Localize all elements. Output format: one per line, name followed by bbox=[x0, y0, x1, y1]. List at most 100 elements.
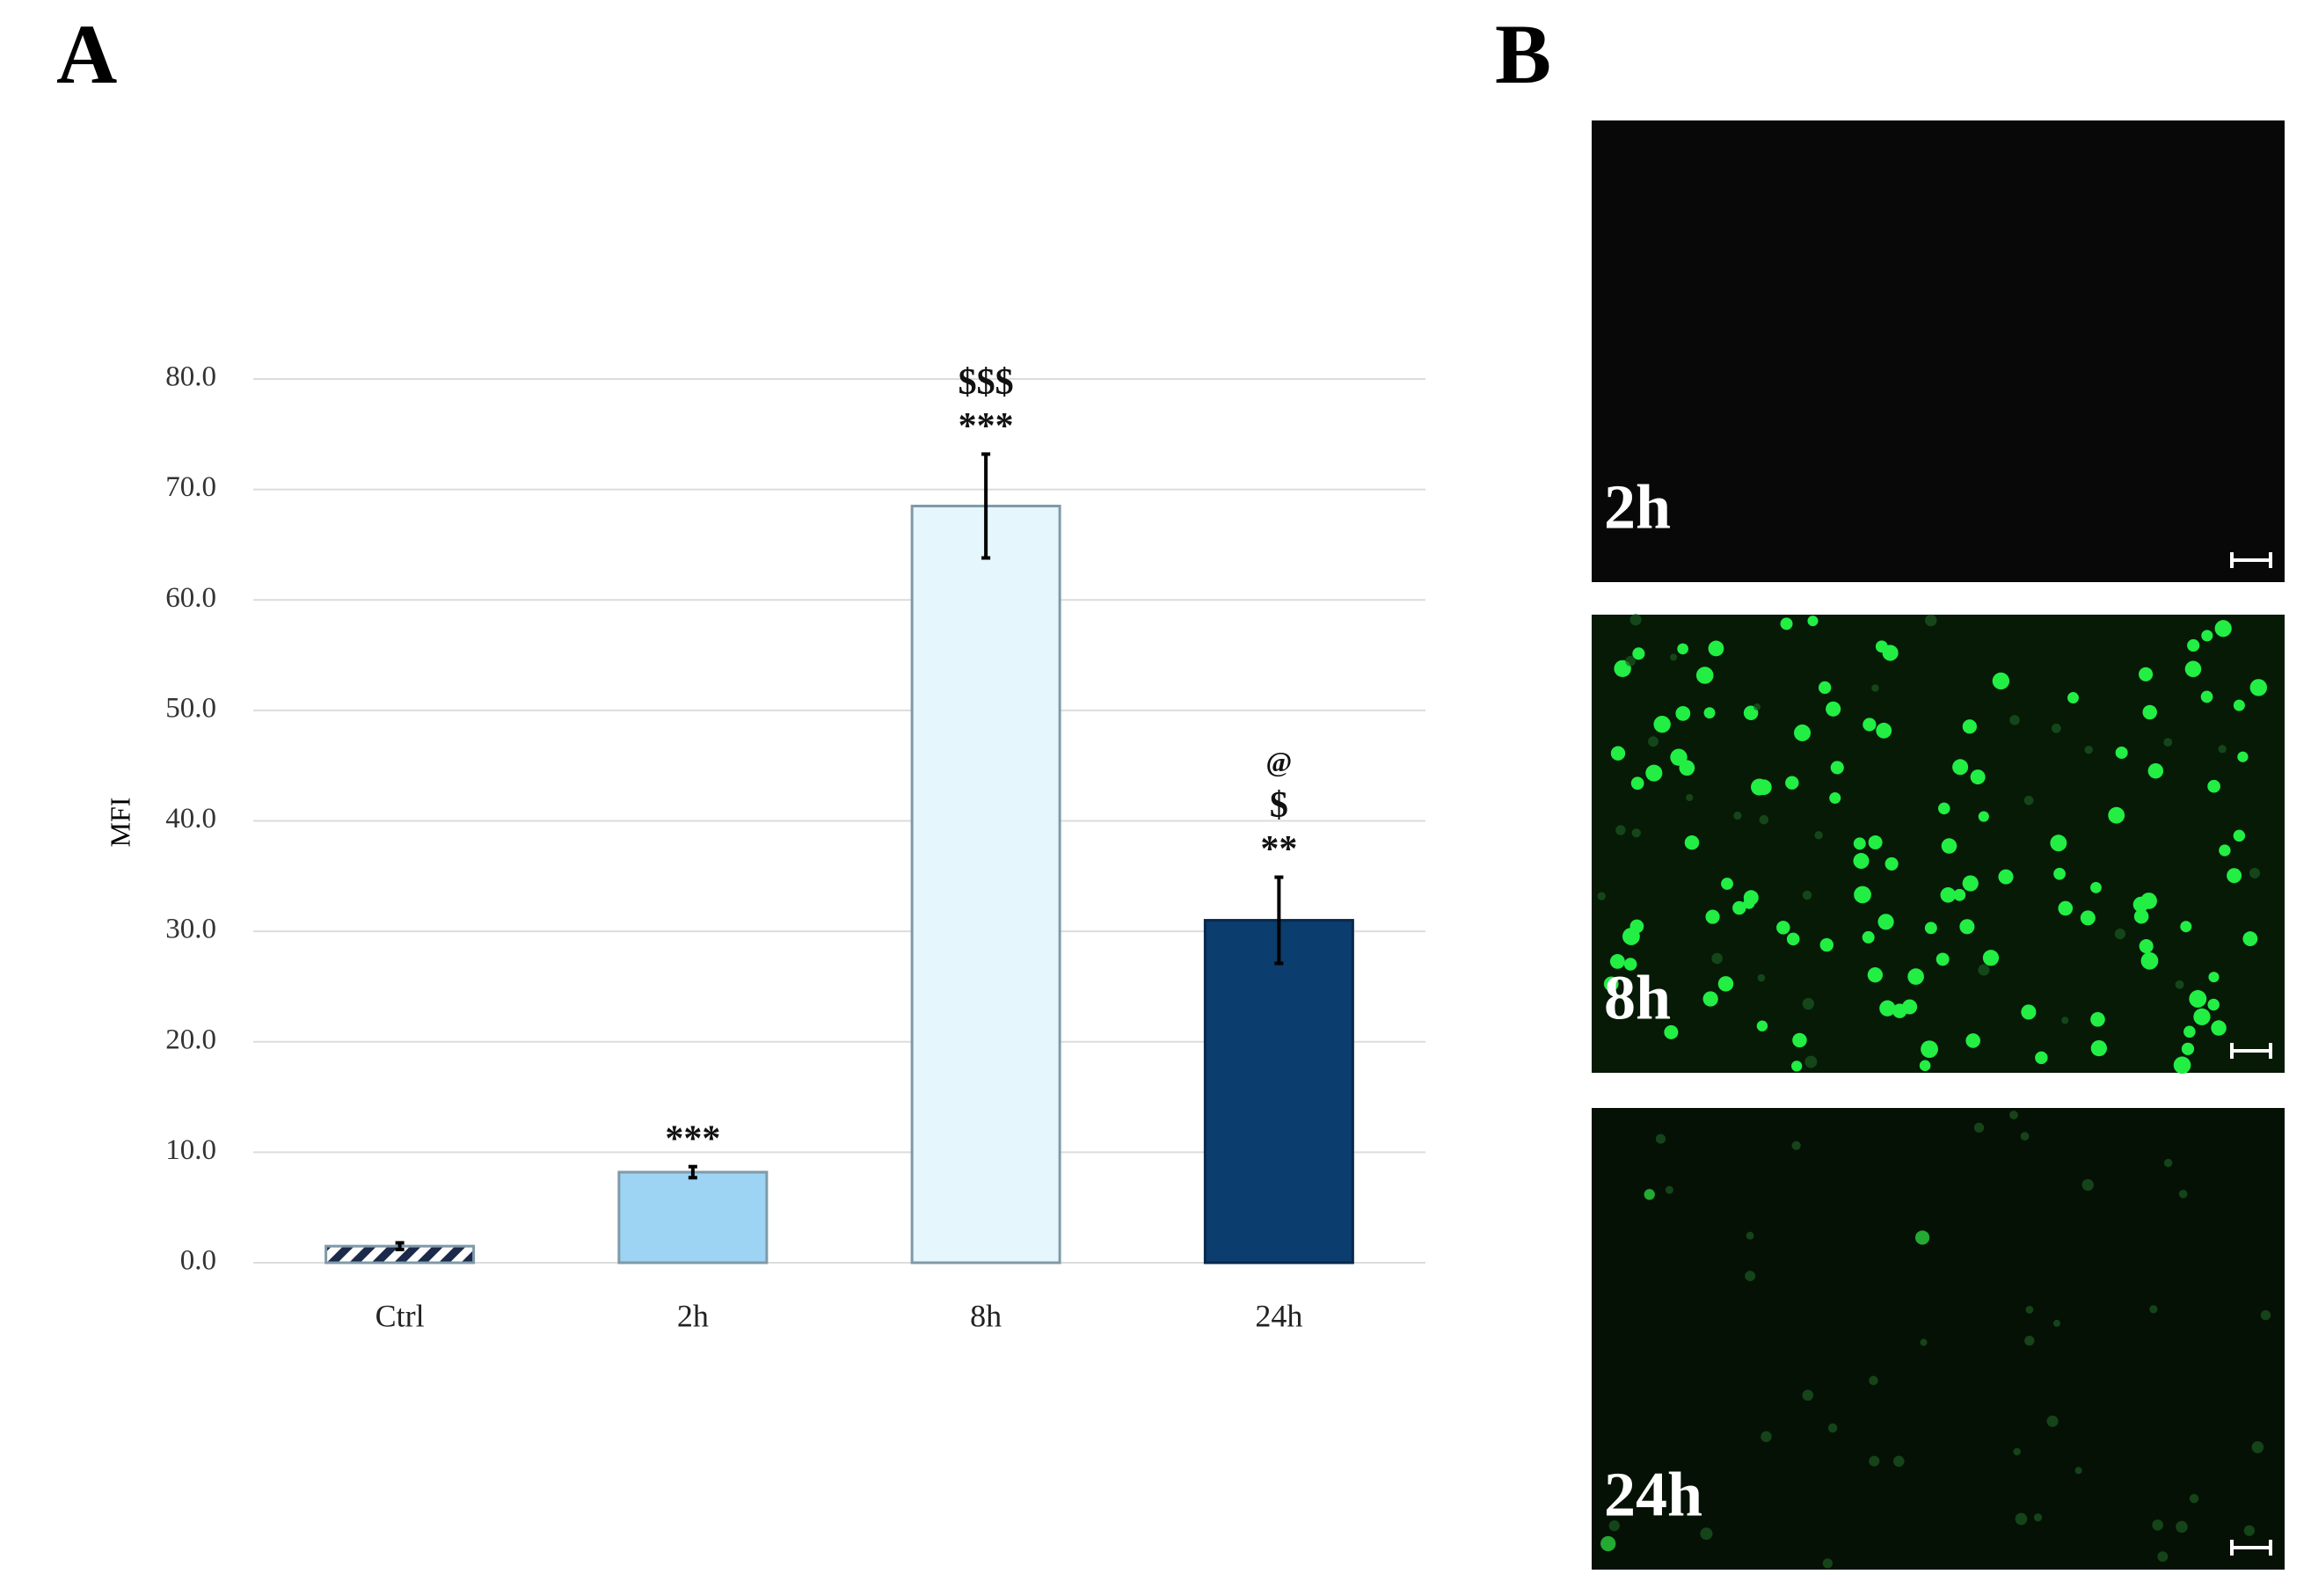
cell bbox=[2189, 989, 2207, 1008]
cell bbox=[2133, 908, 2149, 924]
x-tick-label: Ctrl bbox=[375, 1298, 425, 1333]
cell bbox=[1610, 746, 1626, 761]
bar bbox=[1203, 919, 1354, 1264]
cell bbox=[2021, 1004, 2037, 1020]
cell bbox=[2211, 1020, 2227, 1036]
y-tick-label: 0.0 bbox=[180, 1245, 216, 1277]
cell bbox=[1879, 1000, 1896, 1017]
cell bbox=[2025, 1306, 2034, 1314]
cell bbox=[1940, 887, 1957, 903]
cell bbox=[2015, 1512, 2028, 1526]
scale-bar bbox=[2230, 1540, 2272, 1556]
cell bbox=[1921, 1040, 1938, 1059]
micrograph bbox=[1592, 1108, 2285, 1570]
significance-label: *** bbox=[959, 406, 1014, 447]
cell bbox=[2214, 620, 2232, 638]
cell bbox=[1829, 791, 1841, 804]
cell bbox=[2009, 715, 2020, 725]
cell bbox=[2080, 910, 2096, 926]
cell bbox=[1925, 614, 1937, 627]
cell bbox=[2200, 690, 2213, 703]
cell bbox=[1732, 900, 1746, 915]
cell bbox=[1791, 1060, 1803, 1072]
cell bbox=[1695, 667, 1714, 684]
cell bbox=[2163, 738, 2173, 747]
error-bar bbox=[395, 1241, 405, 1251]
cell bbox=[1819, 937, 1833, 952]
cell bbox=[2207, 998, 2220, 1011]
cell bbox=[2178, 1189, 2188, 1199]
cell bbox=[1623, 958, 1637, 971]
cell bbox=[1751, 778, 1768, 796]
cell bbox=[2140, 951, 2159, 970]
cell bbox=[1802, 997, 1815, 1010]
error-bar bbox=[688, 1164, 697, 1180]
cell bbox=[1653, 716, 1671, 733]
cell bbox=[2051, 723, 2061, 733]
cell bbox=[1962, 719, 1977, 734]
cell bbox=[1853, 837, 1866, 850]
cell bbox=[1597, 892, 1606, 900]
significance-label: @ bbox=[1265, 746, 1292, 777]
cell bbox=[1794, 724, 1812, 741]
cell bbox=[1914, 1230, 1930, 1245]
cell bbox=[2023, 795, 2034, 805]
cell bbox=[1645, 764, 1663, 782]
cell bbox=[2249, 679, 2268, 696]
cell bbox=[1804, 1055, 1818, 1068]
cell bbox=[2084, 745, 2093, 754]
cell bbox=[2053, 867, 2066, 880]
y-tick-label: 30.0 bbox=[165, 914, 216, 945]
cell bbox=[1998, 869, 2014, 885]
error-bar bbox=[1274, 875, 1284, 966]
cell bbox=[1853, 853, 1870, 870]
cell bbox=[2193, 1008, 2211, 1025]
image-label: 24h bbox=[1604, 1460, 1702, 1530]
cell bbox=[2233, 699, 2245, 711]
cell bbox=[1622, 927, 1640, 945]
cell bbox=[1822, 1558, 1833, 1569]
cell bbox=[1807, 616, 1819, 627]
cell bbox=[1892, 1003, 1907, 1018]
y-tick-label: 20.0 bbox=[165, 1024, 216, 1055]
cell bbox=[2189, 1493, 2199, 1504]
micrograph bbox=[1592, 120, 2285, 582]
cell bbox=[1761, 1431, 1772, 1442]
cell bbox=[1644, 1189, 1655, 1200]
cell bbox=[2173, 1056, 2191, 1075]
cell bbox=[1743, 890, 1759, 906]
cell bbox=[1875, 640, 1888, 653]
cell bbox=[1863, 718, 1877, 732]
cell bbox=[2233, 829, 2246, 842]
cell bbox=[1733, 811, 1742, 820]
cell bbox=[2208, 972, 2220, 983]
cell bbox=[1941, 838, 1957, 854]
cell bbox=[2090, 881, 2102, 893]
cell bbox=[1978, 964, 1990, 976]
cell bbox=[2237, 751, 2249, 762]
cell bbox=[1802, 1389, 1814, 1401]
cell bbox=[1756, 1020, 1768, 1031]
cell bbox=[2139, 667, 2154, 681]
bar bbox=[617, 1170, 769, 1264]
cell bbox=[2187, 638, 2200, 652]
cell bbox=[2180, 921, 2192, 933]
cell bbox=[1757, 973, 1766, 982]
cell bbox=[2183, 1025, 2196, 1038]
cell bbox=[1907, 968, 1924, 985]
cell bbox=[1965, 1033, 1980, 1048]
cell bbox=[1753, 703, 1761, 711]
cell bbox=[1818, 681, 1832, 695]
cell bbox=[1670, 653, 1678, 661]
cell bbox=[1919, 1060, 1931, 1072]
cell bbox=[1780, 617, 1793, 630]
cell bbox=[2227, 868, 2242, 884]
cell bbox=[1746, 1231, 1754, 1240]
cell bbox=[1854, 885, 1871, 904]
bar bbox=[910, 504, 1061, 1264]
image-label: 2h bbox=[1604, 472, 1671, 543]
cell bbox=[1802, 890, 1812, 900]
cell bbox=[1885, 856, 1899, 871]
cell bbox=[1631, 828, 1641, 838]
